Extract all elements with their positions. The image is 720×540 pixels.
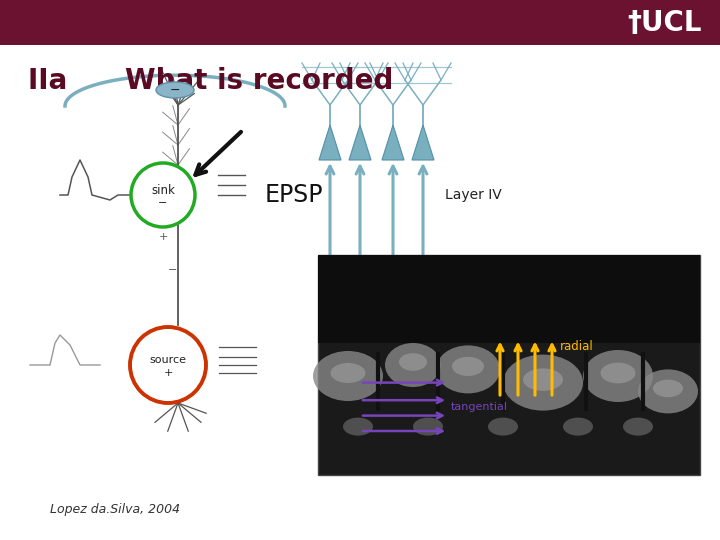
Bar (318, 255, 700, 343)
Ellipse shape (452, 357, 484, 376)
Ellipse shape (313, 351, 383, 401)
Bar (318, 255, 700, 475)
Ellipse shape (503, 355, 583, 410)
Ellipse shape (488, 417, 518, 436)
Ellipse shape (156, 82, 194, 98)
Ellipse shape (583, 350, 653, 402)
Text: radial: radial (560, 340, 594, 353)
Text: IIa      What is recorded: IIa What is recorded (28, 67, 393, 95)
Text: Layer IV: Layer IV (445, 188, 502, 202)
Ellipse shape (600, 362, 636, 383)
Polygon shape (382, 125, 404, 160)
Ellipse shape (330, 363, 366, 383)
Polygon shape (349, 125, 371, 160)
Text: source: source (150, 355, 186, 365)
Text: +: + (158, 232, 168, 242)
Ellipse shape (653, 380, 683, 397)
Ellipse shape (523, 368, 563, 391)
Text: EPSP: EPSP (265, 183, 323, 207)
Ellipse shape (623, 417, 653, 436)
Circle shape (130, 327, 206, 403)
Text: +: + (163, 368, 173, 378)
Text: −: − (170, 84, 180, 97)
Ellipse shape (436, 346, 500, 394)
Polygon shape (319, 125, 341, 160)
Ellipse shape (399, 353, 427, 371)
Text: Lopez da.Silva, 2004: Lopez da.Silva, 2004 (50, 503, 180, 516)
Text: −: − (168, 265, 178, 275)
Bar (0, 0, 720, 45)
Ellipse shape (343, 417, 373, 436)
Ellipse shape (563, 417, 593, 436)
Text: −: − (158, 198, 168, 208)
Ellipse shape (413, 417, 443, 436)
Text: sink: sink (151, 185, 175, 198)
Polygon shape (412, 125, 434, 160)
Text: tangential: tangential (451, 402, 508, 412)
Text: †UCL: †UCL (628, 9, 702, 37)
Ellipse shape (385, 343, 441, 387)
Ellipse shape (638, 369, 698, 414)
Circle shape (131, 163, 195, 227)
